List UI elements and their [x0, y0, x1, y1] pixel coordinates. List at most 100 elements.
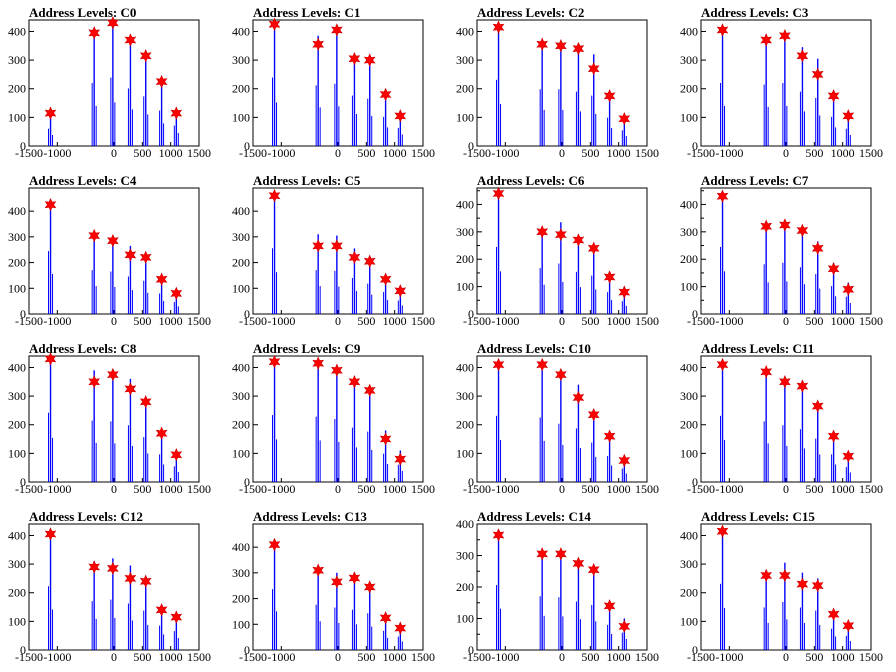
chart-title: Address Levels: C15 [701, 509, 815, 524]
y-tick-label: 200 [232, 82, 250, 96]
x-tick-label: 1000 [159, 650, 183, 664]
peak-marker [312, 37, 325, 52]
peak-marker [716, 189, 729, 203]
x-tick-label: -1000 [715, 314, 743, 328]
x-tick-label: -1500 [463, 314, 491, 328]
peak-marker [394, 452, 407, 466]
x-tick-label: 1000 [383, 314, 407, 328]
y-tick-label: 100 [680, 446, 698, 460]
peak-marker [827, 262, 840, 276]
x-tick-label: -1500 [239, 314, 267, 328]
peak-marker [88, 26, 101, 40]
chart-title: Address Levels: C7 [701, 173, 809, 188]
chart-panel-14: Address Levels: C14 0 100 200 300 400 -1500 -10… [456, 509, 659, 664]
chart-panel-6: Address Levels: C6 0 100 200 300 400 -1500 -100… [456, 173, 659, 328]
peak-marker [44, 527, 57, 541]
y-tick-label: 0 [20, 307, 26, 321]
x-tick-label: -1500 [463, 146, 491, 160]
x-tick-label: 1000 [383, 650, 407, 664]
y-tick-label: 0 [692, 643, 698, 657]
x-tick-label: 0 [335, 314, 341, 328]
peak-marker [811, 241, 824, 256]
peak-marker [331, 23, 343, 37]
x-tick-label: 500 [581, 314, 599, 328]
y-tick-label: 100 [232, 110, 250, 124]
peak-marker [796, 49, 809, 63]
chart-panel-13: Address Levels: C13 0 100 200 300 400 -1500 -10… [232, 509, 435, 664]
x-tick-label: -1500 [687, 314, 715, 328]
peak-marker [555, 367, 567, 382]
x-tick-label: 1500 [411, 650, 435, 664]
y-tick-label: 0 [692, 475, 698, 489]
peak-marker [139, 250, 152, 265]
x-tick-label: 0 [111, 482, 117, 496]
peak-marker [618, 285, 631, 299]
x-tick-label: 0 [783, 482, 789, 496]
chart-panel-10: Address Levels: C10 0 100 200 300 400 -1500 -10… [456, 341, 659, 496]
x-tick-label: -1500 [463, 650, 491, 664]
y-tick-label: 0 [468, 643, 474, 657]
chart-title: Address Levels: C2 [477, 5, 584, 20]
y-tick-label: 0 [20, 475, 26, 489]
peak-marker [124, 248, 137, 262]
x-tick-label: 500 [805, 650, 823, 664]
y-tick-label: 200 [680, 418, 698, 432]
peak-marker [796, 577, 809, 591]
peak-marker [88, 228, 101, 243]
peak-marker [555, 39, 567, 53]
x-tick-label: 1000 [607, 650, 631, 664]
y-tick-label: 300 [680, 53, 698, 67]
x-tick-label: -1000 [491, 146, 519, 160]
x-tick-label: 0 [559, 314, 565, 328]
peak-marker [811, 399, 824, 413]
peak-marker [536, 225, 549, 239]
y-tick-label: 400 [8, 528, 26, 542]
x-tick-label: 1500 [411, 146, 435, 160]
peak-marker [603, 599, 616, 613]
y-tick-label: 200 [8, 256, 26, 270]
peak-marker [716, 524, 729, 538]
peak-marker [363, 53, 376, 67]
x-tick-label: -1500 [239, 482, 267, 496]
x-tick-label: 500 [581, 650, 599, 664]
y-tick-label: 100 [8, 446, 26, 460]
y-tick-label: 100 [456, 280, 474, 294]
y-tick-label: 400 [232, 24, 250, 38]
y-tick-label: 300 [232, 53, 250, 67]
chart-panel-12: Address Levels: C12 0 100 200 300 400 -1500 -10… [8, 509, 211, 664]
peak-marker [348, 571, 361, 585]
x-tick-label: 0 [335, 650, 341, 664]
plot-frame [252, 19, 424, 147]
x-tick-label: -1000 [43, 650, 71, 664]
y-tick-label: 300 [232, 230, 250, 244]
x-tick-label: -1000 [43, 314, 71, 328]
peak-marker [618, 453, 631, 468]
y-tick-label: 200 [232, 256, 250, 270]
y-tick-label: 100 [456, 612, 474, 626]
chart-title: Address Levels: C3 [701, 5, 809, 20]
peak-marker [842, 449, 855, 463]
y-tick-label: 0 [468, 307, 474, 321]
x-tick-label: 1000 [607, 314, 631, 328]
peak-marker [811, 578, 824, 593]
peak-marker [716, 23, 729, 37]
y-tick-label: 300 [456, 389, 474, 403]
plot-frame [476, 523, 648, 651]
peak-marker [379, 611, 392, 625]
peak-marker [572, 556, 585, 571]
y-tick-label: 100 [232, 617, 250, 631]
y-tick-label: 200 [456, 580, 474, 594]
y-tick-label: 300 [8, 230, 26, 244]
peak-marker [139, 395, 152, 409]
peak-marker [587, 407, 600, 422]
chart-title: Address Levels: C4 [29, 173, 137, 188]
x-tick-label: 500 [357, 314, 375, 328]
x-tick-label: 500 [133, 146, 151, 160]
x-tick-label: 500 [357, 482, 375, 496]
y-tick-label: 100 [232, 281, 250, 295]
y-tick-label: 200 [680, 586, 698, 600]
peak-marker [555, 547, 567, 561]
y-tick-label: 200 [456, 418, 474, 432]
chart-title: Address Levels: C8 [29, 341, 137, 356]
x-tick-label: 1500 [187, 650, 211, 664]
